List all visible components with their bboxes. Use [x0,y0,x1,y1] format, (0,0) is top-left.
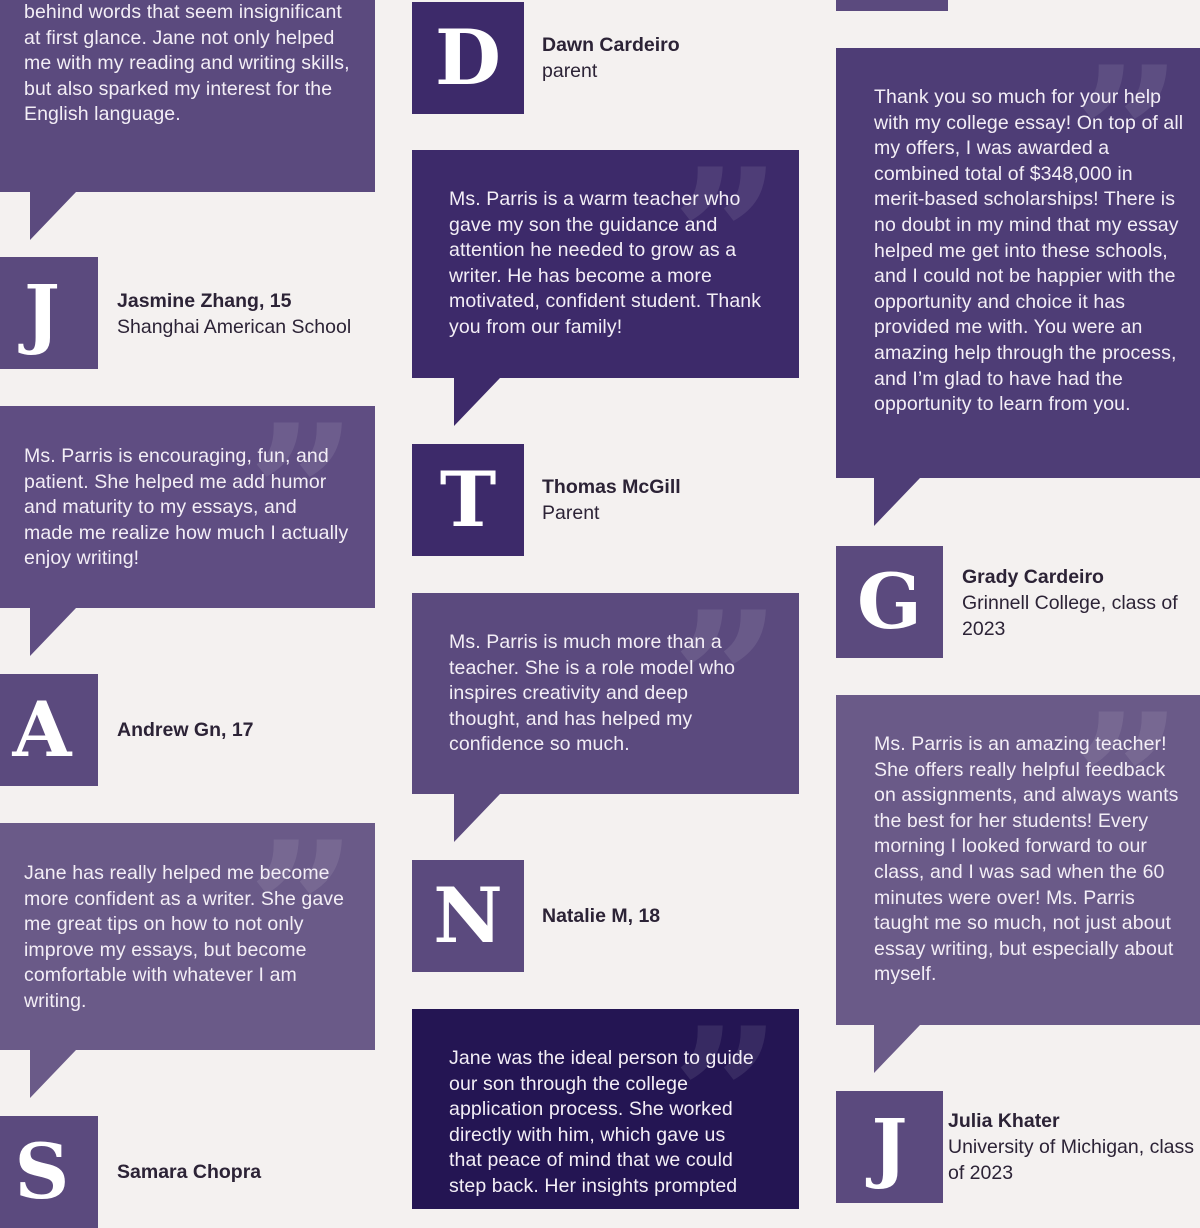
person-affiliation: parent [542,60,598,82]
avatar: J [836,1091,943,1203]
speech-tail [874,1025,920,1073]
person-name: Julia Khater [948,1110,1060,1132]
person-name: Samara Chopra [117,1161,262,1183]
avatar-initial: S [14,1127,70,1216]
avatar-initial: N [433,871,503,960]
avatar-initial: G [857,557,922,646]
avatar-initial: A [12,685,72,774]
avatar: J [0,257,98,369]
person-info: Thomas McGill Parent [542,474,802,526]
avatar: N [412,860,524,972]
person-info: Natalie M, 18 [542,903,802,929]
testimonial-quote: behind words that seem insignificant at … [24,1,350,126]
person-affiliation: University of Michigan, class of 2023 [948,1136,1194,1184]
avatar-initial: J [871,1102,908,1191]
person-affiliation: Grinnell College, class of 2023 [962,592,1178,640]
speech-tail [874,478,920,526]
avatar: T [412,444,524,556]
testimonial-card-jasmine: behind words that seem insignificant at … [0,0,375,240]
testimonial-card-andrew: ” Ms. Parris is encouraging, fun, and pa… [0,400,375,656]
testimonial-card-samara: ” Jane has really helped me become more … [0,817,375,1098]
avatar: D [412,2,524,114]
avatar: S [0,1116,98,1228]
person-info: Julia Khater University of Michigan, cla… [948,1108,1200,1186]
person-info: Andrew Gn, 17 [117,717,377,743]
avatar-initial: T [439,455,497,544]
avatar-initial: J [24,268,60,357]
person-name: Grady Cardeiro [962,566,1104,588]
testimonial-card-grady: ” Thank you so much for your help with m… [836,42,1200,526]
avatar: G [836,546,943,658]
testimonial-card-parent: ” Jane was the ideal person to guide our… [412,1003,799,1209]
speech-tail [454,378,500,426]
speech-tail [30,608,76,656]
testimonial-quote: Jane was the ideal person to guide our s… [449,1047,754,1197]
person-info: Jasmine Zhang, 15 Shanghai American Scho… [117,288,377,340]
person-name: Jasmine Zhang, 15 [117,290,292,312]
testimonial-quote: Thank you so much for your help with my … [874,86,1184,416]
testimonial-quote: Ms. Parris is an amazing teacher! She of… [874,733,1179,986]
person-affiliation: Shanghai American School [117,316,352,338]
speech-tail [30,192,76,240]
person-info: Dawn Cardeiro parent [542,32,802,84]
testimonial-card-julia: ” Ms. Parris is an amazing teacher! She … [836,689,1200,1073]
person-affiliation: Parent [542,502,600,524]
avatar-initial: D [435,13,501,102]
testimonial-quote: Jane has really helped me become more co… [24,862,345,1012]
person-name: Natalie M, 18 [542,905,661,927]
person-name: Dawn Cardeiro [542,34,680,56]
person-name: Thomas McGill [542,476,681,498]
testimonial-quote: Ms. Parris is encouraging, fun, and pati… [24,445,349,570]
testimonial-quote: Ms. Parris is a warm teacher who gave my… [449,188,762,338]
testimonial-card-natalie: ” Ms. Parris is much more than a teacher… [412,587,799,842]
speech-tail [454,794,500,842]
avatar: A [0,674,98,786]
speech-tail [30,1050,76,1098]
person-info: Samara Chopra [117,1159,377,1185]
person-name: Andrew Gn, 17 [117,719,254,741]
testimonial-quote: Ms. Parris is much more than a teacher. … [449,631,736,756]
person-info: Grady Cardeiro Grinnell College, class o… [962,564,1194,642]
card-edge [836,0,948,11]
testimonial-card-thomas: ” Ms. Parris is a warm teacher who gave … [412,144,799,426]
